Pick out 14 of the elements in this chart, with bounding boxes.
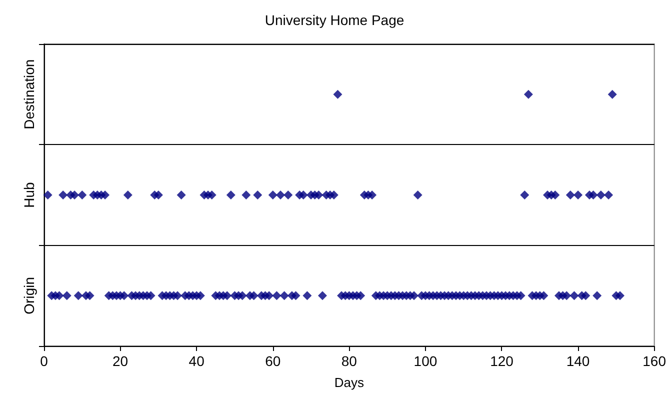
x-tick-label: 80 — [341, 353, 358, 369]
chart-title: University Home Page — [264, 12, 404, 28]
x-tick-label: 100 — [414, 353, 438, 369]
x-tick-label: 0 — [40, 353, 48, 369]
y-tick-label: Destination — [21, 59, 37, 130]
x-tick-label: 60 — [265, 353, 281, 369]
x-tick-label: 20 — [112, 353, 128, 369]
y-tick-label: Origin — [21, 276, 37, 314]
x-tick-label: 120 — [490, 353, 514, 369]
y-tick-label: Hub — [21, 182, 37, 208]
x-axis-title: Days — [334, 375, 364, 390]
x-tick-label: 40 — [188, 353, 205, 369]
x-tick-label: 160 — [642, 353, 666, 369]
x-tick-label: 140 — [566, 353, 590, 369]
